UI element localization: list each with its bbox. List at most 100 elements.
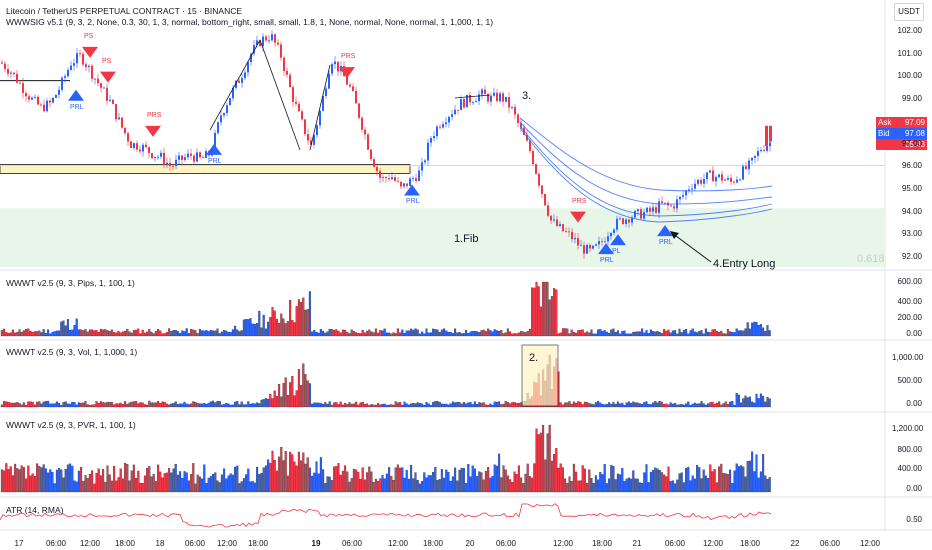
pips-histogram-bar <box>726 328 729 337</box>
vol-histogram-bar <box>253 403 256 408</box>
vol-histogram-bar <box>390 404 393 408</box>
vol-histogram-bar <box>152 402 155 408</box>
pips-histogram-bar <box>579 330 582 337</box>
candle-body <box>445 122 447 125</box>
vol-histogram-bar <box>693 402 696 408</box>
vol-histogram-bar <box>11 402 14 408</box>
vol-histogram-bar <box>16 402 19 408</box>
pips-histogram-bar <box>302 297 305 337</box>
vol-histogram-bar <box>698 403 701 408</box>
candle-body <box>733 181 735 183</box>
pvr-histogram-bar <box>685 467 688 493</box>
pips-histogram-bar <box>484 331 487 337</box>
pvr-histogram-bar <box>176 474 179 493</box>
vol-histogram-bar <box>113 404 116 408</box>
vol-histogram-bar <box>207 402 210 408</box>
candle-body <box>748 160 750 169</box>
pips-histogram-bar <box>7 333 10 337</box>
vol-histogram-bar <box>304 374 307 408</box>
pvr-histogram-bar <box>143 475 146 493</box>
pvr-histogram-bar <box>445 469 448 493</box>
pvr-histogram-bar <box>520 477 523 493</box>
pvr-histogram-bar <box>0 469 3 493</box>
vol-histogram-bar <box>586 402 589 408</box>
pips-histogram-bar <box>346 331 349 337</box>
pvr-histogram-bar <box>27 465 30 493</box>
candle-body <box>157 156 159 158</box>
pvr-histogram-bar <box>623 481 626 493</box>
candle-body <box>217 122 219 133</box>
pips-histogram-bar <box>5 332 8 337</box>
pips-histogram-bar <box>656 331 659 337</box>
candle-body <box>136 143 138 150</box>
pvr-histogram-bar <box>161 477 164 493</box>
pvr-histogram-bar <box>691 475 694 493</box>
candle-body <box>235 80 237 88</box>
candle-body <box>634 210 636 218</box>
pips-histogram-bar <box>663 329 666 337</box>
pvr-histogram-bar <box>597 479 600 493</box>
pvr-histogram-bar <box>641 482 644 493</box>
vol-histogram-bar <box>715 402 718 408</box>
pvr-histogram-bar <box>744 476 747 493</box>
pvr-histogram-bar <box>601 474 604 493</box>
vol-histogram-bar <box>44 401 47 408</box>
pips-histogram-bar <box>170 331 173 337</box>
pvr-histogram-bar <box>654 467 657 493</box>
pips-histogram-bar <box>69 330 72 337</box>
vol-histogram-bar <box>572 401 575 408</box>
pips-histogram-bar <box>561 328 564 337</box>
pips-histogram-bar <box>493 329 496 337</box>
pips-histogram-bar <box>161 333 164 337</box>
pvr-histogram-bar <box>432 471 435 493</box>
price-tick-label: 96.00 <box>901 161 922 171</box>
candle-body <box>406 183 408 187</box>
pips-histogram-bar <box>603 330 606 337</box>
pips-histogram-bar <box>460 333 463 337</box>
time-axis-label: 19 <box>311 539 321 548</box>
subpane-tick-label: 600.00 <box>897 277 922 286</box>
pips-histogram-bar <box>680 332 683 337</box>
candle-body <box>466 94 468 108</box>
pvr-histogram-bar <box>550 460 553 493</box>
time-axis-label: 06:00 <box>819 539 841 548</box>
pips-histogram-bar <box>473 330 476 337</box>
pips-histogram-bar <box>385 332 388 337</box>
pvr-histogram-bar <box>557 467 560 493</box>
pips-histogram-bar <box>53 331 56 337</box>
candle-body <box>106 87 108 101</box>
pips-histogram-bar <box>509 331 512 337</box>
pips-histogram-bar <box>212 330 215 337</box>
candle-body <box>469 94 471 103</box>
pips-histogram-bar <box>539 306 542 337</box>
pips-histogram-bar <box>403 333 406 337</box>
pvr-histogram-bar <box>339 474 342 493</box>
pvr-histogram-bar <box>502 465 505 493</box>
buy-signal-label: PRL <box>208 157 222 165</box>
pips-histogram-bar <box>570 329 573 337</box>
vol-histogram-bar <box>71 401 74 408</box>
pips-histogram-bar <box>614 332 617 337</box>
pvr-histogram-bar <box>414 472 417 493</box>
currency-button[interactable]: USDT <box>894 3 924 21</box>
pvr-histogram-bar <box>194 483 197 493</box>
vol-histogram-bar <box>344 403 347 408</box>
pips-histogram-bar <box>482 329 485 337</box>
pips-histogram-bar <box>196 333 199 337</box>
candle-body <box>184 157 186 160</box>
pvr-histogram-bar <box>73 480 76 493</box>
pips-histogram-bar <box>451 333 454 337</box>
pips-histogram-bar <box>139 333 142 337</box>
price-tick-label: 93.00 <box>901 229 922 239</box>
pvr-histogram-bar <box>172 468 175 493</box>
pips-histogram-bar <box>359 333 362 337</box>
pvr-histogram-bar <box>60 469 63 493</box>
pips-histogram-bar <box>658 332 661 337</box>
candle-body <box>541 185 543 194</box>
vol-histogram-bar <box>286 395 289 408</box>
pvr-histogram-bar <box>533 463 536 493</box>
vol-histogram-bar <box>599 402 602 408</box>
vol-histogram-bar <box>7 402 10 408</box>
pips-histogram-bar <box>718 332 721 337</box>
candle-body <box>298 103 300 112</box>
